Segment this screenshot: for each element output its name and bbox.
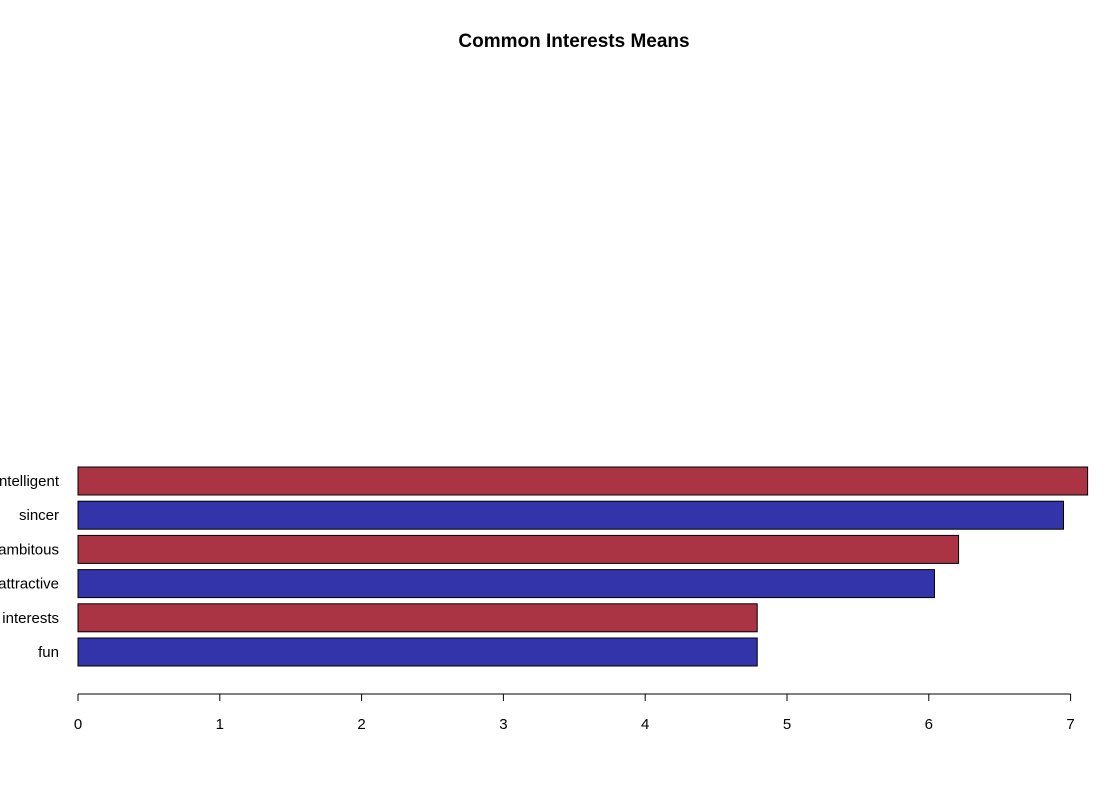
x-tick-label-7: 7 [1066,716,1074,733]
category-labels-group: fun interests attractive ambitous sincer inte… [0,473,60,661]
bar-ambitous [77,534,960,564]
chart-title: Common Interests Means [458,31,689,52]
category-label-interests: interests [2,610,59,627]
x-tick-label-5: 5 [783,716,791,733]
x-tick-label-2: 2 [357,716,365,733]
x-axis: 0 1 2 3 4 5 6 7 [74,693,1075,733]
x-tick-label-1: 1 [216,716,224,733]
bar-attractive [77,569,935,599]
x-tick-label-3: 3 [499,716,507,733]
category-label-intelligent: intelligent [0,473,60,490]
bar-interests [77,603,758,633]
category-label-sincer: sincer [19,507,59,524]
x-tick-label-6: 6 [925,716,933,733]
category-label-attractive: attractive [0,576,59,593]
bars-group [77,466,1089,667]
category-label-fun: fun [38,644,59,661]
x-tick-label-4: 4 [641,716,649,733]
category-label-ambitous: ambitous [0,541,59,558]
x-tick-label-0: 0 [74,716,82,733]
bar-fun [77,637,758,667]
bar-intelligent [77,466,1089,496]
bar-sincer [77,500,1065,530]
